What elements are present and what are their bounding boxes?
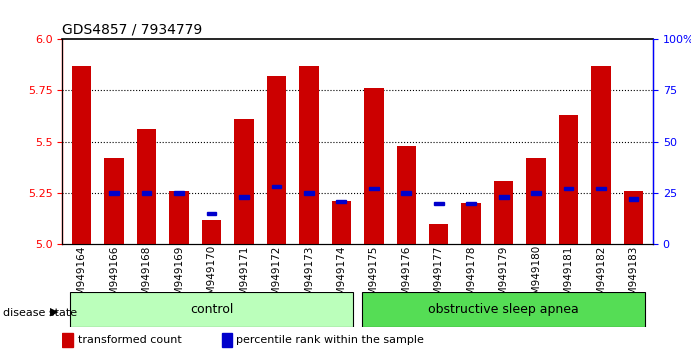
Text: GSM949164: GSM949164 xyxy=(77,245,86,309)
Bar xyxy=(434,201,444,205)
Bar xyxy=(62,333,73,347)
Text: GSM949174: GSM949174 xyxy=(337,245,346,309)
Bar xyxy=(272,185,281,188)
Bar xyxy=(239,195,249,199)
Bar xyxy=(401,191,411,195)
Text: ▶: ▶ xyxy=(50,307,58,317)
Bar xyxy=(363,292,645,327)
Text: GSM949183: GSM949183 xyxy=(629,245,638,309)
Text: GDS4857 / 7934779: GDS4857 / 7934779 xyxy=(62,22,202,36)
Text: GSM949172: GSM949172 xyxy=(272,245,281,309)
Bar xyxy=(629,198,638,201)
Text: disease state: disease state xyxy=(3,308,77,318)
Bar xyxy=(591,65,611,244)
Bar xyxy=(299,65,319,244)
Bar xyxy=(72,65,91,244)
Bar xyxy=(222,333,232,347)
Bar xyxy=(142,191,151,195)
Text: GSM949170: GSM949170 xyxy=(207,245,216,308)
Bar xyxy=(364,88,384,244)
Text: GSM949180: GSM949180 xyxy=(531,245,541,308)
Bar xyxy=(397,146,416,244)
Bar xyxy=(169,191,189,244)
Bar xyxy=(499,195,509,199)
Bar xyxy=(624,191,643,244)
Text: GSM949166: GSM949166 xyxy=(109,245,119,309)
Text: GSM949182: GSM949182 xyxy=(596,245,606,309)
Bar xyxy=(174,191,184,195)
Bar xyxy=(304,191,314,195)
Text: GSM949169: GSM949169 xyxy=(174,245,184,309)
Text: percentile rank within the sample: percentile rank within the sample xyxy=(236,335,424,345)
Text: GSM949173: GSM949173 xyxy=(304,245,314,309)
Text: obstructive sleep apnea: obstructive sleep apnea xyxy=(428,303,579,316)
Text: GSM949171: GSM949171 xyxy=(239,245,249,309)
Bar xyxy=(429,224,448,244)
Bar xyxy=(104,158,124,244)
Bar xyxy=(559,115,578,244)
Bar xyxy=(267,76,286,244)
Bar xyxy=(234,119,254,244)
Bar xyxy=(202,219,221,244)
Text: GSM949179: GSM949179 xyxy=(499,245,509,309)
Bar xyxy=(337,200,346,203)
Bar xyxy=(207,212,216,215)
Bar xyxy=(466,201,476,205)
Text: transformed count: transformed count xyxy=(77,335,181,345)
Text: GSM949181: GSM949181 xyxy=(564,245,574,309)
Text: GSM949178: GSM949178 xyxy=(466,245,476,309)
Bar xyxy=(564,187,574,190)
Bar xyxy=(462,203,481,244)
Bar xyxy=(527,158,546,244)
Bar xyxy=(494,181,513,244)
Text: control: control xyxy=(190,303,233,316)
Bar xyxy=(332,201,351,244)
Bar xyxy=(596,187,606,190)
Text: GSM949176: GSM949176 xyxy=(401,245,411,309)
Bar xyxy=(531,191,541,195)
Bar xyxy=(137,129,156,244)
Bar xyxy=(70,292,352,327)
Bar xyxy=(369,187,379,190)
Text: GSM949177: GSM949177 xyxy=(434,245,444,309)
Bar xyxy=(109,191,119,195)
Text: GSM949168: GSM949168 xyxy=(142,245,151,309)
Text: GSM949175: GSM949175 xyxy=(369,245,379,309)
